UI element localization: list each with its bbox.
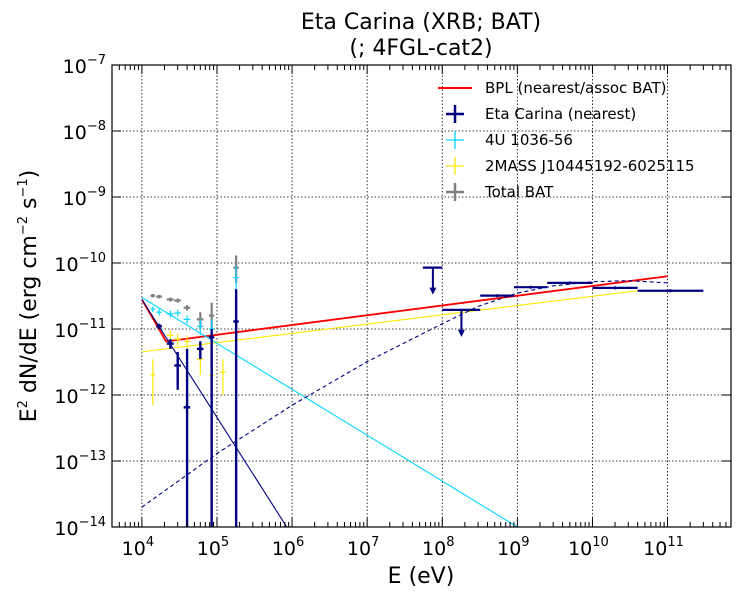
y-tick-label: 10−13 [54, 449, 106, 474]
data-point [150, 306, 156, 313]
model-line [141, 280, 668, 508]
x-tick-label: 106 [272, 535, 304, 560]
data-point [150, 293, 156, 298]
upper-limit-arrow [457, 329, 465, 337]
data-point [196, 319, 204, 336]
data-point [183, 335, 191, 349]
legend-label: Total BAT [484, 183, 554, 201]
legend-entry: BPL (nearest/assoc BAT) [438, 79, 666, 97]
y-tick-label: 10−11 [54, 317, 106, 342]
legend-entry: Eta Carina (nearest) [446, 105, 636, 123]
y-tick-label: 10−9 [63, 185, 106, 210]
y-tick-label: 10−7 [63, 53, 106, 78]
plot-clip-group [141, 255, 704, 527]
data-point [183, 348, 191, 527]
data-point [174, 309, 181, 317]
y-tick-label: 10−8 [63, 119, 106, 144]
legend-label: Eta Carina (nearest) [485, 105, 636, 123]
x-tick-label: 107 [347, 535, 379, 560]
flux-bin [513, 285, 548, 289]
data-point [196, 341, 204, 360]
flux-bin [637, 289, 704, 293]
grid [112, 64, 731, 528]
data-point [166, 310, 174, 318]
upper-limit-arrow [429, 287, 437, 295]
data-point [233, 289, 239, 527]
flux-bin [592, 286, 638, 290]
x-axis-label: E (eV) [388, 564, 455, 589]
x-tick-label: 104 [122, 535, 154, 560]
x-tick-labels: 104 105 106 107 108 109 1010 1011 [122, 535, 684, 560]
upper-limit [442, 308, 481, 337]
data-point [183, 315, 191, 324]
y-tick-labels: 10−14 10−13 10−12 10−11 10−10 10−9 10−8 10−7 [54, 53, 106, 540]
data-point [220, 359, 226, 395]
legend-label: 2MASS J10445192-6025115 [485, 157, 695, 175]
plot-frame [111, 64, 732, 528]
data-point [150, 359, 156, 406]
x-tick-label: 1011 [643, 535, 684, 560]
data-point [174, 351, 181, 390]
legend-entry: 2MASS J10445192-6025115 [446, 157, 695, 175]
y-tick-label: 10−12 [54, 383, 106, 408]
flux-bin [547, 281, 593, 285]
legend-entry: 4U 1036-56 [446, 131, 573, 149]
x-tick-label: 109 [497, 535, 529, 560]
model-line [141, 290, 638, 353]
data-point [174, 333, 181, 347]
data-point [166, 297, 174, 302]
legend-label: 4U 1036-56 [485, 131, 573, 149]
data-point [208, 329, 215, 527]
model-line [141, 297, 518, 527]
data-point [156, 309, 162, 316]
model-line [141, 275, 668, 343]
x-tick-label: 105 [197, 535, 229, 560]
legend: BPL (nearest/assoc BAT) Eta Carina (neare… [438, 79, 695, 201]
upper-limit [422, 266, 443, 295]
data-point [174, 298, 181, 303]
data-point [166, 339, 174, 349]
y-axis-label: E2 dN/dE (erg cm−2 s−1) [16, 170, 42, 423]
axis-ticks [111, 64, 732, 528]
chart-title-line2: (; 4FGL-cat2) [349, 36, 492, 61]
data-point [156, 323, 162, 329]
chart-title-line1: Eta Carina (XRB; BAT) [301, 10, 541, 35]
y-tick-label: 10−14 [54, 515, 106, 540]
y-tick-label: 10−10 [54, 251, 106, 276]
data-point [183, 305, 191, 311]
legend-entry: Total BAT [446, 183, 554, 201]
flux-bin [480, 294, 514, 298]
model-line [141, 299, 288, 527]
x-tick-label: 108 [422, 535, 454, 560]
x-tick-label: 1010 [568, 535, 609, 560]
legend-label: BPL (nearest/assoc BAT) [485, 79, 666, 97]
data-point [156, 294, 162, 299]
plot-area [141, 255, 704, 527]
